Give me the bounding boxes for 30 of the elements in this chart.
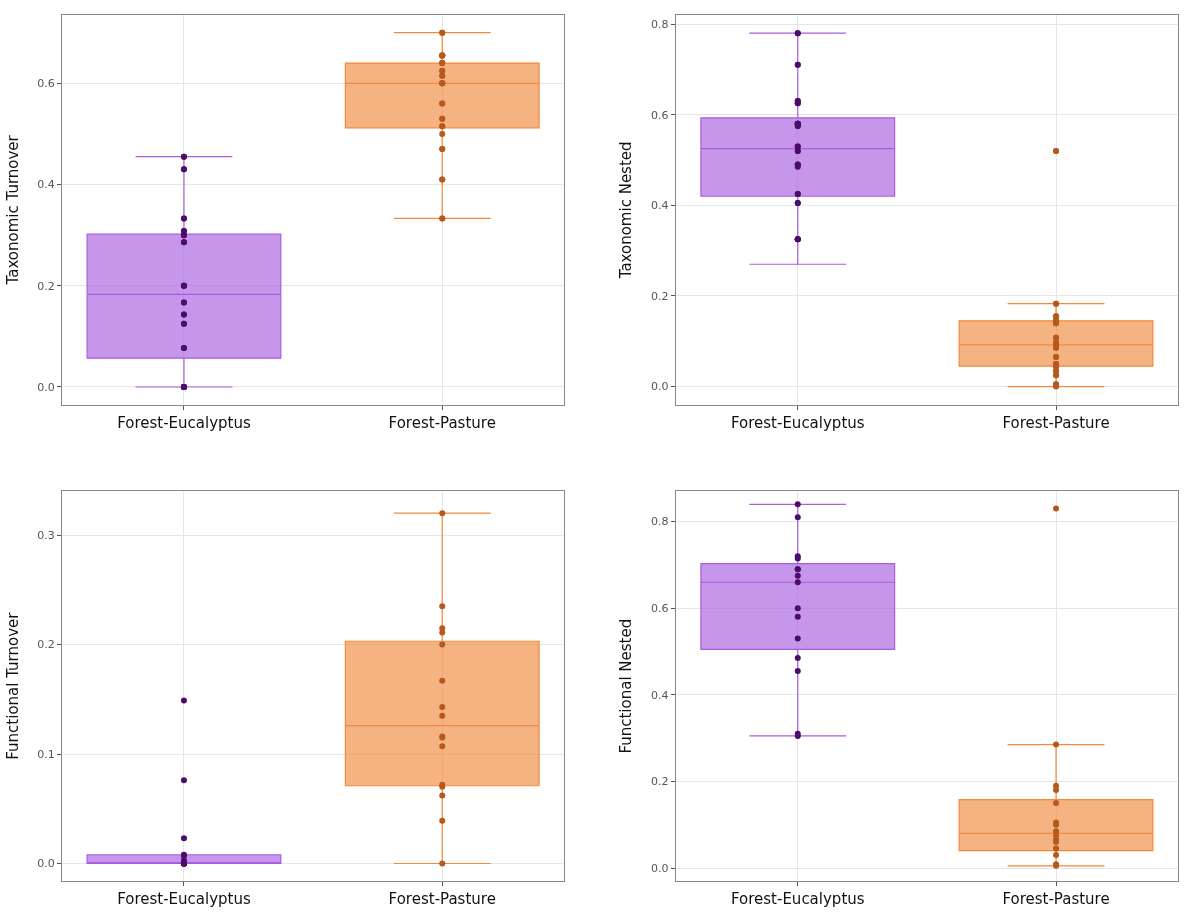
y-tick-label: 0.8 <box>651 17 669 31</box>
y-tick-label: 0.0 <box>651 380 669 394</box>
y-axis-title: Taxonomic Nested <box>617 141 636 280</box>
x-tick-label: Forest-Pasture <box>1002 413 1110 432</box>
x-tick-label: Forest-Pasture <box>388 413 496 432</box>
y-tick-label: 0.2 <box>651 289 669 303</box>
y-axis-title: Taxonomic Turnover <box>3 134 22 286</box>
y-tick-label: 0.4 <box>37 178 55 192</box>
x-tick-label: Forest-Eucalyptus <box>730 890 865 908</box>
x-tick-label: Forest-Pasture <box>388 890 496 908</box>
y-tick-label: 0.6 <box>651 108 669 122</box>
y-tick-label: 0.6 <box>37 77 55 91</box>
y-tick-label: 0.0 <box>651 861 669 875</box>
y-axis-title: Functional Nested <box>617 618 636 754</box>
x-tick-label: Forest-Pasture <box>1002 890 1110 908</box>
x-tick-label: Forest-Eucalyptus <box>117 890 251 908</box>
x-tick-label: Forest-Eucalyptus <box>730 413 865 432</box>
y-tick-label: 0.4 <box>651 688 669 702</box>
y-tick-label: 0.3 <box>37 528 55 542</box>
y-tick-label: 0.0 <box>37 380 55 394</box>
y-tick-label: 0.6 <box>651 602 669 616</box>
y-tick-label: 0.4 <box>651 199 669 213</box>
y-axis-title: Functional Turnover <box>3 611 22 760</box>
y-tick-label: 0.8 <box>651 515 669 529</box>
y-tick-label: 0.2 <box>37 279 55 293</box>
x-tick-label: Forest-Eucalyptus <box>117 413 251 432</box>
y-tick-label: 0.0 <box>37 857 55 871</box>
y-tick-label: 0.2 <box>37 638 55 652</box>
y-tick-label: 0.1 <box>37 747 55 761</box>
y-tick-label: 0.2 <box>651 775 669 789</box>
